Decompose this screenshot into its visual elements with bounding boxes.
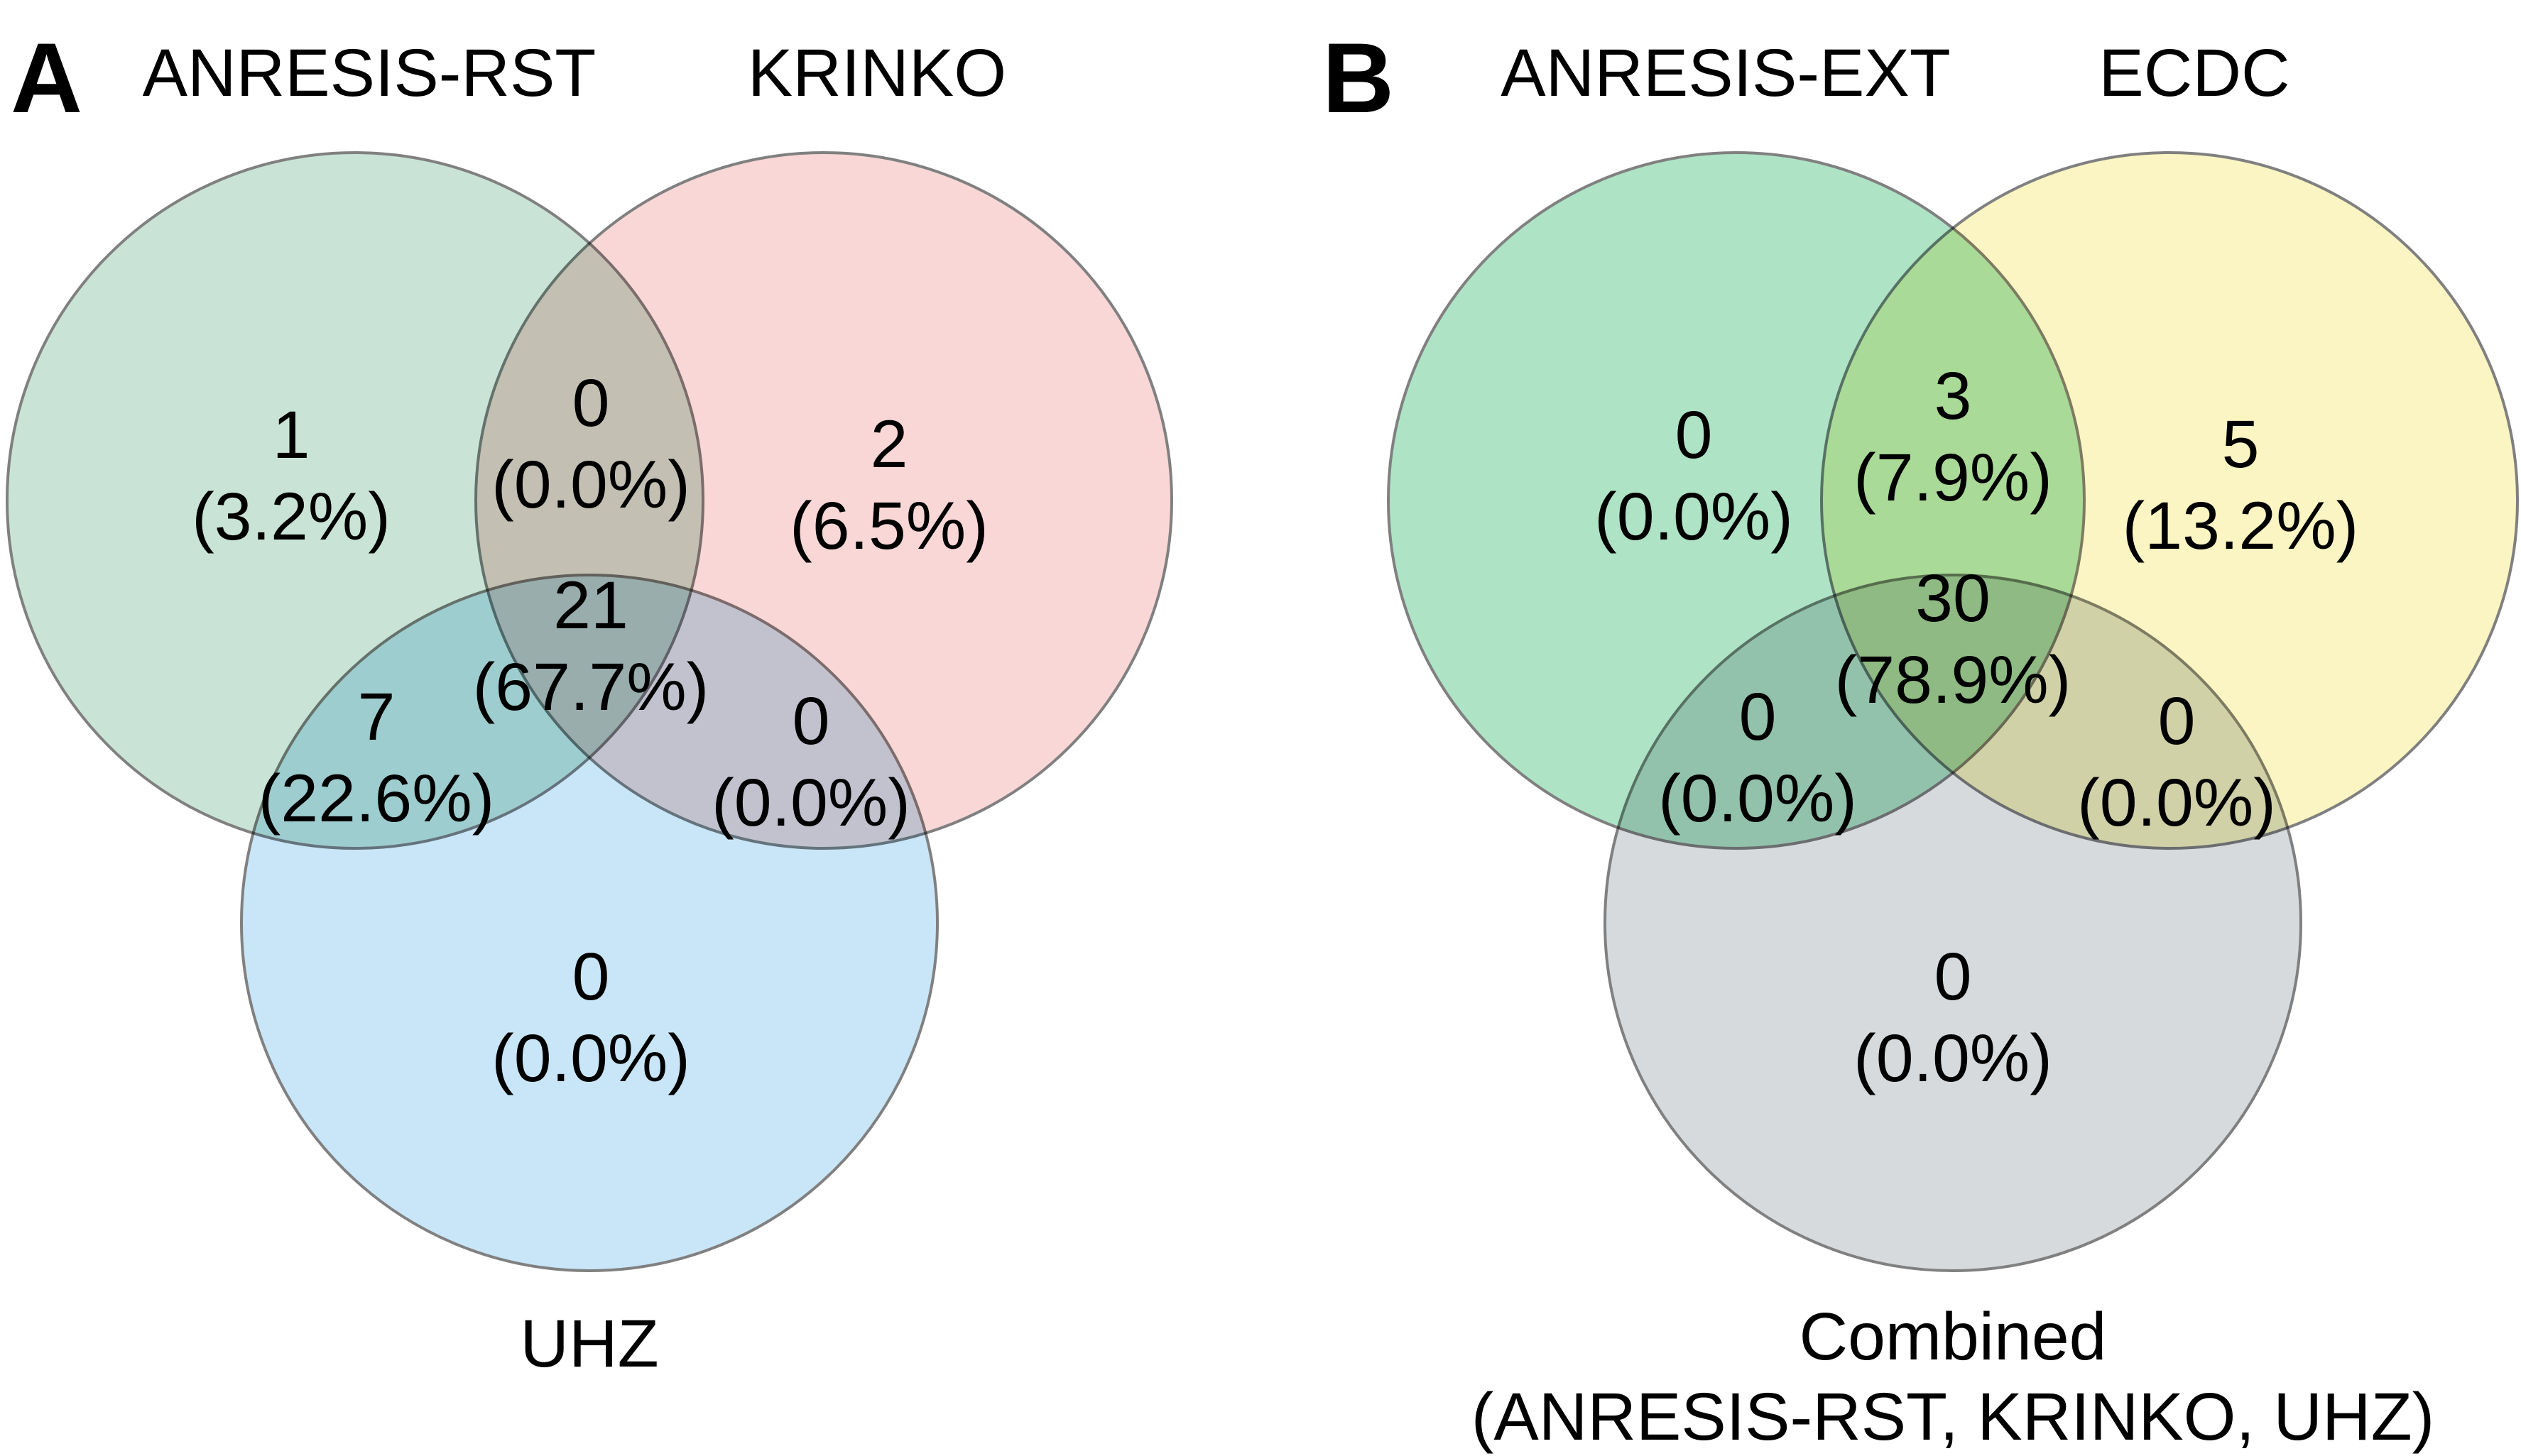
panel-b-region-center-pct: (78.9%): [1835, 642, 2071, 718]
panel-a-circle-bottom: [240, 574, 939, 1272]
panel-b-set-label-bottom-line2: (ANRESIS-RST, KRINKO, UHZ): [1471, 1379, 2435, 1455]
panel-b-region-top-right-only-pct: (13.2%): [2123, 488, 2359, 564]
panel-a-set-label-top-right: KRINKO: [748, 35, 1006, 111]
panel-b-letter: B: [1322, 22, 1394, 133]
panel-b-region-top-right-only-count: 5: [2222, 407, 2260, 482]
panel-a-region-top-overlap-pct: (0.0%): [491, 447, 690, 522]
panel-b-circle-bottom: [1603, 574, 2302, 1272]
panel-b-region-bottom-right-overlap-count: 0: [2158, 684, 2196, 759]
panel-a-region-top-overlap-count: 0: [572, 366, 610, 441]
panel-b-set-label-top-right: ECDC: [2098, 35, 2289, 111]
panel-b-region-bottom-only-count: 0: [1934, 939, 1972, 1014]
panel-b-region-bottom-left-overlap-count: 0: [1739, 679, 1777, 755]
panel-b-region-center-count: 30: [1915, 561, 1991, 636]
panel-a-set-label-bottom: UHZ: [520, 1306, 658, 1381]
panel-a-region-bottom-only-pct: (0.0%): [491, 1021, 690, 1096]
panel-b: B ANRESIS-EXT ECDC Combined (ANRESIS-RST…: [1322, 22, 2519, 1455]
panel-a-region-top-right-only-count: 2: [871, 407, 908, 482]
panel-b-region-top-left-only-count: 0: [1675, 398, 1713, 473]
panel-a-region-top-right-only-pct: (6.5%): [790, 488, 989, 564]
panel-a-region-top-left-only-count: 1: [273, 398, 310, 473]
panel-a-region-bottom-only-count: 0: [572, 939, 610, 1014]
panel-a-region-bottom-right-overlap-pct: (0.0%): [712, 765, 910, 841]
panel-b-region-top-overlap-count: 3: [1934, 358, 1972, 434]
panel-b-region-top-left-only-pct: (0.0%): [1594, 479, 1793, 554]
panel-b-region-bottom-only-pct: (0.0%): [1853, 1021, 2052, 1096]
panel-a-region-bottom-right-overlap-count: 0: [793, 684, 830, 759]
panel-a-region-center-pct: (67.7%): [473, 650, 709, 725]
panel-a-region-bottom-left-overlap-pct: (22.6%): [258, 761, 495, 836]
panel-b-region-bottom-left-overlap-pct: (0.0%): [1658, 761, 1857, 836]
panel-b-region-top-overlap-pct: (7.9%): [1853, 440, 2052, 515]
panel-a-region-top-left-only-pct: (3.2%): [192, 479, 391, 554]
panel-b-region-bottom-right-overlap-pct: (0.0%): [2077, 765, 2276, 841]
panel-a-region-bottom-left-overlap-count: 7: [358, 679, 396, 755]
panel-a: A ANRESIS-RST KRINKO UHZ 1 (3.2%) 0 (0.0…: [6, 22, 1173, 1381]
panel-b-set-label-top-left: ANRESIS-EXT: [1501, 35, 1950, 111]
panel-a-letter: A: [11, 22, 82, 133]
panel-b-set-label-bottom-line1: Combined: [1799, 1299, 2106, 1374]
panel-a-set-label-top-left: ANRESIS-RST: [143, 35, 597, 111]
panel-a-region-center-count: 21: [553, 568, 628, 643]
